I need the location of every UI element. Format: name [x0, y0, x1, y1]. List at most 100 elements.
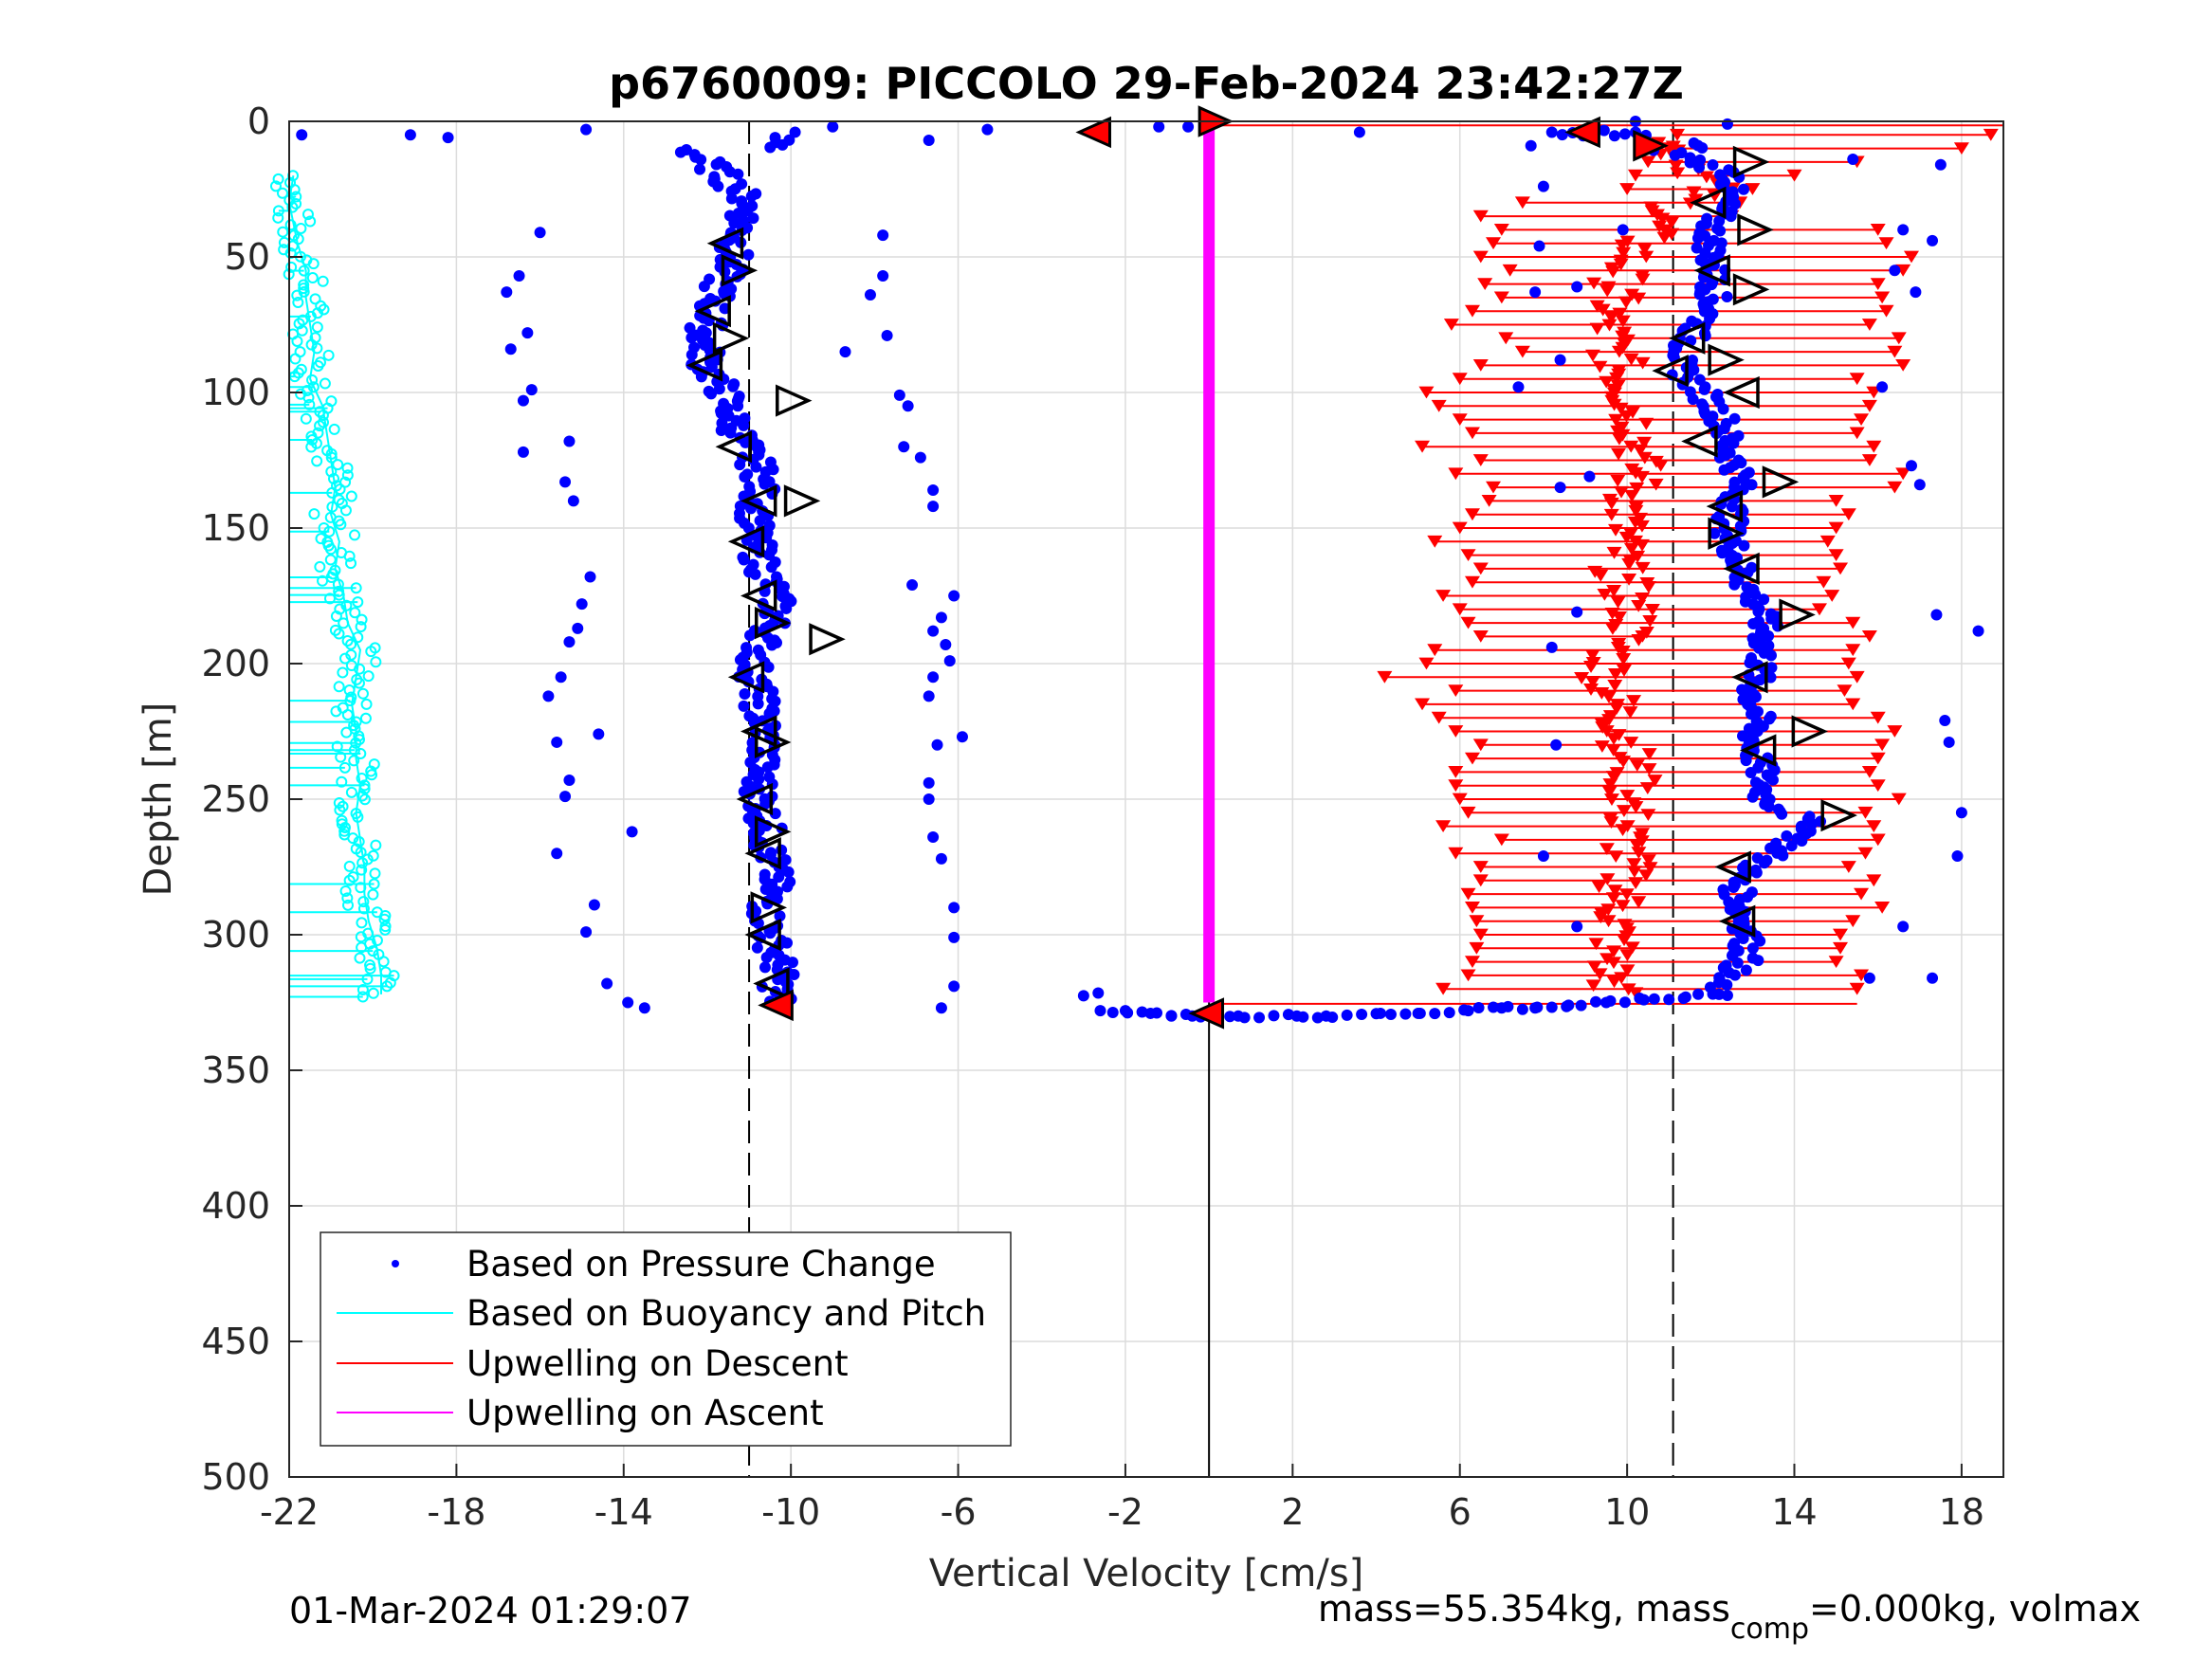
buoyancy-point — [304, 215, 317, 228]
pressure-bottom-point — [1297, 1011, 1309, 1023]
footer-mass-info: mass=55.354kg, masscomp=0.000kg, volmax — [1318, 1588, 2141, 1646]
upwelling-span-end — [1819, 535, 1836, 548]
buoyancy-point — [341, 462, 354, 474]
upwelling-descent-point — [1604, 607, 1620, 620]
pressure-descent-point — [732, 168, 744, 180]
pressure-outlier-point — [1554, 354, 1566, 366]
upwelling-descent-point — [1584, 349, 1600, 362]
buoyancy-point — [349, 607, 361, 619]
pressure-ascent-point — [1777, 849, 1789, 862]
upwelling-descent-point — [1606, 733, 1622, 745]
upwelling-span-end — [1415, 698, 1431, 711]
upwelling-span-end — [1452, 413, 1468, 426]
pressure-descent-point — [724, 427, 737, 439]
buoyancy-point — [305, 441, 318, 453]
upwelling-span-end — [1460, 969, 1476, 982]
pressure-outlier-point — [1863, 972, 1875, 984]
upwelling-span-end — [1891, 332, 1907, 345]
upwelling-span-end — [1857, 847, 1874, 860]
upwelling-descent-point — [1616, 665, 1632, 677]
pressure-ascent-point — [1728, 437, 1740, 449]
upwelling-span-end — [1861, 319, 1877, 331]
buoyancy-point — [297, 314, 309, 326]
pressure-ascent-point — [1728, 412, 1741, 425]
pressure-ascent-point — [1746, 791, 1759, 803]
pressure-surface-point — [404, 129, 416, 141]
pressure-descent-point — [747, 212, 759, 225]
upwelling-descent-point — [1591, 881, 1607, 894]
upwelling-descent-point — [1616, 805, 1632, 817]
upwelling-descent-point — [1600, 873, 1616, 886]
upwelling-descent-point — [1605, 892, 1621, 905]
upwelling-span-end — [1452, 373, 1468, 386]
pressure-ascent-point — [1738, 539, 1750, 552]
upwelling-descent-point — [1584, 649, 1600, 662]
buoyancy-point — [353, 734, 365, 746]
upwelling-descent-point — [1574, 672, 1590, 684]
upwelling-span-end — [1477, 278, 1493, 290]
buoyancy-point — [341, 469, 354, 482]
pressure-ascent-point — [1776, 808, 1788, 820]
pressure-outlier-point — [881, 329, 893, 341]
triangle-left-marker — [1652, 355, 1689, 388]
pressure-outlier-point — [622, 996, 634, 1009]
x-tick-label: 2 — [1281, 1491, 1304, 1533]
upwelling-span-end — [1840, 508, 1856, 521]
pressure-bottom-point — [1151, 1007, 1163, 1019]
pressure-outlier-point — [1533, 240, 1545, 252]
pressure-bottom-point — [1443, 1007, 1455, 1019]
y-tick-label: 500 — [201, 1456, 270, 1498]
pressure-descent-point — [705, 388, 718, 400]
pressure-outlier-point — [517, 446, 529, 458]
pressure-outlier-point — [914, 451, 926, 464]
upwelling-descent-point — [1621, 557, 1637, 571]
pressure-outlier-point — [563, 636, 576, 648]
pressure-outlier-point — [1951, 850, 1964, 863]
upwelling-span-end — [1448, 725, 1464, 738]
buoyancy-point — [315, 300, 327, 312]
legend-box — [320, 1231, 1012, 1447]
buoyancy-point — [328, 423, 340, 435]
upwelling-descent-point — [1606, 957, 1622, 970]
buoyancy-point — [336, 818, 348, 830]
triangle-red-marker — [1188, 997, 1225, 1030]
upwelling-descent-point — [1611, 432, 1627, 446]
buoyancy-point — [314, 420, 326, 432]
pressure-outlier-point — [576, 598, 588, 611]
buoyancy-point — [315, 533, 327, 545]
pressure-descent-point — [698, 281, 710, 293]
triangle-right-marker — [1737, 213, 1774, 246]
upwelling-span-end — [1670, 128, 1686, 141]
upwelling-span-end — [1448, 684, 1464, 697]
buoyancy-point — [333, 797, 345, 810]
upwelling-descent-point — [1592, 360, 1608, 374]
upwelling-descent-point — [1618, 531, 1635, 544]
upwelling-descent-point — [1605, 744, 1621, 757]
buoyancy-point — [272, 173, 284, 185]
pressure-outlier-point — [521, 327, 534, 339]
triangle-left-marker — [715, 430, 752, 464]
triangle-red-marker — [1075, 116, 1111, 149]
upwelling-descent-point — [1616, 246, 1632, 260]
upwelling-descent-point — [1634, 520, 1650, 533]
upwelling-span-end — [1837, 684, 1853, 697]
upwelling-span-end — [1472, 562, 1489, 575]
upwelling-descent-point — [1640, 809, 1656, 821]
y-tick-label: 300 — [201, 914, 270, 956]
upwelling-span-end — [1861, 399, 1877, 412]
upwelling-descent-point — [1611, 447, 1627, 461]
pressure-descent-point — [727, 380, 740, 392]
pressure-outlier-point — [563, 435, 576, 447]
upwelling-descent-point — [1644, 603, 1660, 616]
triangle-left-marker — [1668, 321, 1706, 355]
pressure-descent-point — [686, 332, 698, 344]
buoyancy-point — [366, 769, 378, 781]
pressure-outlier-point — [1972, 625, 1984, 637]
buoyancy-point — [333, 628, 345, 640]
pressure-ascent-point — [1728, 578, 1741, 591]
triangle-right-marker — [754, 725, 792, 759]
buoyancy-point — [357, 896, 370, 908]
pressure-bottom-point — [1077, 990, 1089, 1002]
triangle-left-marker — [727, 661, 765, 694]
